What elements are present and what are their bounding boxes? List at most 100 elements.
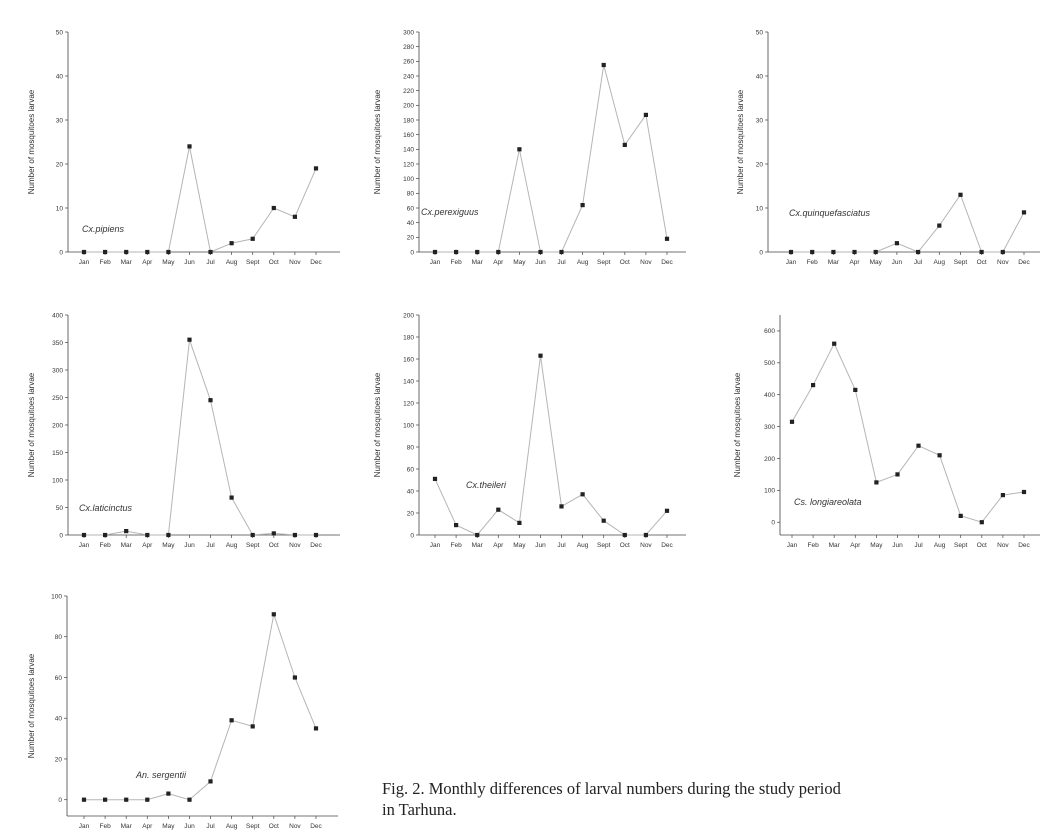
y-tick-label: 40 xyxy=(407,488,415,495)
data-point xyxy=(271,612,276,617)
x-tick-label: Jul xyxy=(206,823,215,830)
x-tick-label: May xyxy=(162,823,175,830)
x-tick-label: Apr xyxy=(142,542,153,549)
y-tick-label: 220 xyxy=(403,88,414,95)
x-tick-label: Mar xyxy=(828,259,840,266)
data-point xyxy=(789,419,795,424)
data-point xyxy=(559,249,564,255)
data-point xyxy=(124,797,129,802)
x-tick-label: Dec xyxy=(661,542,673,549)
y-tick-label: 0 xyxy=(59,532,63,539)
x-tick-label: Nov xyxy=(289,259,301,266)
y-tick-label: 400 xyxy=(764,392,775,399)
x-tick-label: Oct xyxy=(620,542,630,549)
data-point xyxy=(313,726,319,731)
x-tick-label: Feb xyxy=(99,542,111,549)
data-point xyxy=(916,443,921,448)
x-tick-label: Aug xyxy=(577,542,589,549)
data-point xyxy=(937,453,942,458)
data-point xyxy=(229,718,234,723)
y-tick-label: 60 xyxy=(55,675,63,682)
x-tick-label: Oct xyxy=(620,259,630,266)
y-tick-label: 80 xyxy=(55,634,63,641)
x-tick-label: Sept xyxy=(246,823,260,830)
y-tick-label: 160 xyxy=(403,356,414,363)
figure-caption: Fig. 2. Monthly differences of larval nu… xyxy=(382,778,1055,820)
x-tick-label: Aug xyxy=(577,259,589,266)
y-tick-label: 20 xyxy=(56,161,64,168)
y-tick-label: 280 xyxy=(403,44,414,51)
species-label: Cx.laticinctus xyxy=(79,503,133,513)
x-tick-label: Mar xyxy=(121,259,133,266)
data-point xyxy=(124,249,129,255)
chart-7: 0 20 40 60 80 100 Jan Feb Mar Apr May Jun Jul Aug Sept… xyxy=(27,593,338,830)
x-tick-label: Jan xyxy=(430,542,441,549)
y-tick-label: 30 xyxy=(56,117,64,124)
y-axis-label: Number of mosquitoes larvae xyxy=(27,89,36,194)
data-point xyxy=(166,791,171,796)
x-tick-label: Mar xyxy=(829,542,841,549)
x-tick-label: Feb xyxy=(807,542,819,549)
chart-4: 0 50 100 150 200 250 300 350 400 Jan Feb Mar Apr May J… xyxy=(27,312,340,549)
y-tick-label: 40 xyxy=(56,73,64,80)
x-tick-label: Nov xyxy=(289,542,301,549)
y-tick-label: 200 xyxy=(52,422,63,429)
y-tick-label: 20 xyxy=(407,510,415,517)
x-tick-label: Apr xyxy=(142,259,153,266)
y-tick-label: 20 xyxy=(55,756,63,763)
data-point xyxy=(538,353,543,358)
data-point xyxy=(874,480,879,485)
x-tick-label: Aug xyxy=(226,542,238,549)
data-point xyxy=(81,249,87,255)
x-tick-label: Aug xyxy=(933,259,945,266)
x-tick-label: Jan xyxy=(79,259,90,266)
x-tick-label: Nov xyxy=(289,823,301,830)
data-point xyxy=(979,520,984,525)
x-tick-label: Apr xyxy=(850,542,861,549)
x-tick-label: Jan xyxy=(79,823,90,830)
y-tick-label: 180 xyxy=(403,334,414,341)
species-label: Cx.quinquefasciatus xyxy=(789,208,871,218)
chart-6: 0 100 200 300 400 500 600 Jan Feb Mar Apr May Jun Jul… xyxy=(733,315,1040,549)
data-point xyxy=(81,797,87,802)
data-point xyxy=(788,249,794,255)
data-point xyxy=(103,249,108,255)
data-point xyxy=(958,513,963,518)
data-point xyxy=(208,779,213,784)
x-tick-label: Jan xyxy=(786,259,797,266)
series-line xyxy=(791,342,1025,523)
y-tick-label: 200 xyxy=(403,312,414,319)
x-tick-label: Nov xyxy=(640,542,652,549)
series-line xyxy=(84,146,317,253)
x-tick-label: Jul xyxy=(206,259,215,266)
caption-line-2: in Tarhuna. xyxy=(382,800,457,819)
x-tick-label: Nov xyxy=(997,542,1009,549)
y-tick-label: 0 xyxy=(59,249,63,256)
data-point xyxy=(538,249,543,255)
data-point xyxy=(166,249,171,255)
y-tick-label: 0 xyxy=(410,249,414,256)
y-tick-label: 30 xyxy=(756,117,764,124)
data-point xyxy=(313,532,319,538)
y-tick-label: 100 xyxy=(764,488,775,495)
y-tick-label: 120 xyxy=(403,161,414,168)
x-tick-label: Mar xyxy=(121,542,133,549)
data-point xyxy=(601,62,606,68)
data-point xyxy=(852,249,857,255)
data-point xyxy=(475,249,480,255)
x-tick-label: Dec xyxy=(310,823,322,830)
species-label: Cx.pipiens xyxy=(82,224,125,234)
data-point xyxy=(124,529,129,534)
data-point xyxy=(145,532,150,538)
y-tick-label: 300 xyxy=(764,424,775,431)
y-tick-label: 180 xyxy=(403,117,414,124)
x-tick-label: Apr xyxy=(493,259,504,266)
data-point xyxy=(103,532,108,538)
x-tick-label: Apr xyxy=(849,259,860,266)
x-tick-label: Jul xyxy=(914,542,923,549)
x-tick-label: Sept xyxy=(954,259,968,266)
x-tick-label: Sept xyxy=(597,259,611,266)
data-point xyxy=(873,249,878,255)
series-line xyxy=(791,193,1025,253)
x-tick-label: Oct xyxy=(977,259,987,266)
